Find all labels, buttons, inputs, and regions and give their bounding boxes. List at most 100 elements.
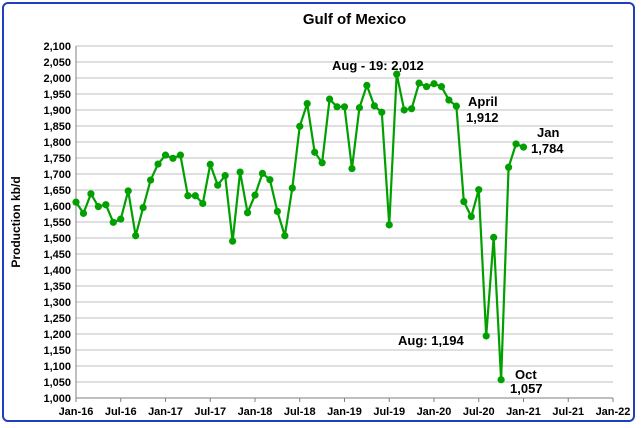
data-point: [452, 102, 460, 110]
data-point: [422, 83, 431, 91]
data-point: [504, 163, 513, 171]
y-tick-label: 1,200: [43, 329, 71, 341]
annotation-label: Aug - 19: 2,012: [332, 58, 424, 73]
data-point: [325, 95, 334, 103]
y-tick-label: 1,500: [43, 233, 71, 245]
series-production: [72, 70, 528, 384]
y-tick-label: 2,100: [43, 41, 71, 53]
annotation-value: 1,912: [466, 110, 499, 125]
data-point: [132, 232, 140, 240]
data-point: [199, 199, 207, 208]
annotation-value: 1,057: [510, 381, 543, 396]
annotation-label: Oct: [515, 367, 537, 382]
y-tick-label: 2,000: [43, 73, 71, 85]
data-point: [512, 140, 520, 148]
data-point: [184, 192, 192, 200]
y-tick-label: 1,900: [43, 105, 71, 117]
data-point: [408, 105, 416, 113]
y-tick-label: 1,250: [43, 313, 71, 325]
data-point: [87, 190, 95, 198]
y-tick-label: 1,550: [43, 217, 71, 229]
data-point: [467, 212, 475, 221]
data-point: [378, 108, 386, 116]
data-point: [460, 197, 468, 206]
data-point: [72, 198, 80, 206]
data-point: [355, 104, 364, 112]
x-tick-label: Jan-17: [148, 406, 183, 418]
x-tick-label: Jan-16: [59, 406, 94, 418]
data-point: [94, 203, 102, 211]
y-axis-ticks: 1,000 1,050 1,100 1,150 1,200 1,250 1,300 1,350…: [43, 41, 71, 405]
y-tick-label: 1,600: [43, 201, 71, 213]
y-tick-label: 1,050: [43, 377, 71, 389]
data-point: [176, 151, 185, 159]
data-point: [445, 96, 453, 104]
data-point: [206, 160, 214, 168]
data-point: [161, 151, 170, 159]
y-tick-label: 1,800: [43, 137, 71, 149]
y-tick-label: 1,950: [43, 89, 71, 101]
data-point: [124, 187, 132, 195]
data-point: [154, 160, 162, 168]
data-point: [311, 148, 319, 156]
data-point: [393, 70, 401, 78]
chart-frame: [2, 2, 635, 422]
y-tick-label: 1,400: [43, 265, 71, 277]
annotation-label: April: [468, 94, 498, 109]
x-tick-label: Jul-21: [552, 406, 584, 418]
data-point: [370, 102, 378, 110]
x-tick-label: Jul-20: [463, 406, 495, 418]
x-axis-ticks: Jan-16 Jul-16 Jan-17 Jul-17 Jan-18 Jul-18 Jan-…: [59, 398, 630, 418]
data-point: [303, 100, 311, 108]
data-point: [266, 176, 274, 184]
y-tick-label: 1,300: [43, 297, 71, 309]
data-point: [169, 154, 177, 162]
annotation-value: 1,784: [531, 141, 564, 156]
data-point: [363, 81, 371, 89]
data-point: [221, 172, 229, 180]
data-point: [139, 204, 147, 212]
data-point: [281, 232, 289, 240]
y-tick-label: 1,850: [43, 121, 71, 133]
data-point: [258, 169, 267, 177]
x-tick-label: Jan-20: [417, 406, 452, 418]
data-point: [243, 209, 252, 217]
data-point: [333, 103, 341, 111]
data-point: [348, 164, 356, 173]
y-tick-label: 1,100: [43, 361, 71, 373]
data-point: [340, 103, 349, 111]
chart-title: Gulf of Mexico: [303, 11, 406, 28]
data-point: [519, 143, 528, 151]
y-tick-label: 2,050: [43, 57, 71, 69]
data-point: [415, 79, 423, 87]
data-point: [318, 159, 326, 167]
y-axis-label: Production kb/d: [9, 176, 23, 267]
x-tick-label: Jan-19: [327, 406, 362, 418]
y-tick-label: 1,700: [43, 169, 71, 181]
annotation-label: Jan: [537, 125, 559, 140]
y-tick-label: 1,750: [43, 153, 71, 165]
x-tick-label: Jul-18: [284, 406, 316, 418]
data-point: [430, 80, 438, 88]
data-point: [385, 221, 393, 229]
data-point: [400, 106, 408, 114]
data-point: [437, 83, 446, 91]
y-tick-label: 1,650: [43, 185, 71, 197]
annotation-label: Aug: 1,194: [398, 333, 465, 348]
x-tick-label: Jul-17: [194, 406, 226, 418]
data-point: [288, 184, 296, 192]
data-point: [475, 186, 483, 194]
x-tick-label: Jan-21: [506, 406, 541, 418]
data-point: [102, 201, 110, 209]
data-point: [146, 176, 155, 184]
x-tick-label: Jul-19: [373, 406, 405, 418]
x-tick-label: Jan-18: [238, 406, 273, 418]
data-point: [296, 122, 304, 130]
data-point: [109, 218, 117, 226]
data-point: [273, 207, 281, 216]
y-tick-label: 1,450: [43, 249, 71, 261]
grid: [76, 45, 613, 399]
y-tick-label: 1,350: [43, 281, 71, 293]
